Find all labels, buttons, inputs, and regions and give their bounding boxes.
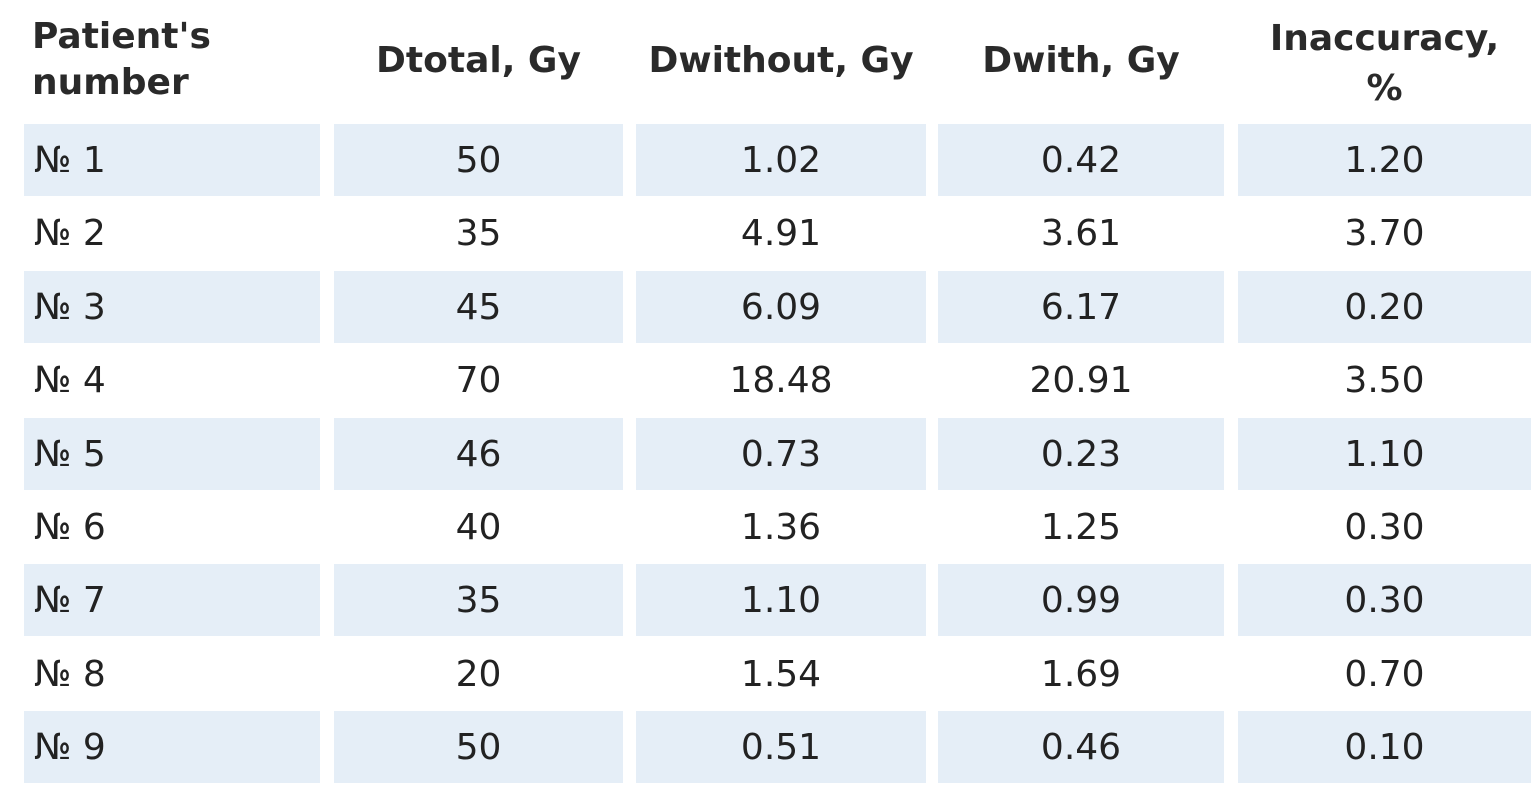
cell-inaccuracy: 0.20: [1238, 270, 1531, 343]
cell-dtotal: 50: [334, 711, 623, 784]
cell-dtotal: 40: [455, 506, 502, 548]
header-dwith: Dwith, Gy: [982, 40, 1180, 81]
cell-dtotal: 45: [334, 270, 623, 343]
table-row: № 9 50 0.51 0.46 0.10: [24, 711, 1531, 784]
cell-patient: № 5: [24, 417, 320, 490]
cell-inaccuracy: 3.70: [1344, 213, 1425, 255]
table-row: № 1 50 1.02 0.42 1.20: [24, 124, 1531, 197]
table-row: № 7 35 1.10 0.99 0.30: [24, 564, 1531, 637]
cell-patient: № 4: [34, 360, 106, 402]
cell-dwithout: 6.09: [636, 270, 926, 343]
cell-patient: № 6: [34, 506, 106, 548]
cell-inaccuracy: 0.10: [1238, 711, 1531, 784]
cell-dtotal: 70: [455, 360, 502, 402]
cell-dtotal: 35: [334, 564, 623, 637]
cell-inaccuracy: 0.30: [1344, 506, 1425, 548]
cell-dwith: 1.25: [1040, 506, 1122, 548]
cell-inaccuracy: 3.50: [1344, 360, 1425, 402]
header-dwithout: Dwithout, Gy: [648, 40, 914, 81]
cell-dwithout: 1.36: [740, 506, 822, 548]
table-row: № 3 45 6.09 6.17 0.20: [24, 270, 1531, 344]
table-row: № 5 46 0.73 0.23 1.10: [24, 417, 1531, 491]
cell-dtotal: 35: [455, 213, 502, 255]
cell-dtotal: 46: [334, 417, 623, 490]
table-row: № 6 40 1.36 1.25 0.30: [24, 491, 1531, 564]
header-inaccuracy: Inaccuracy, %: [1269, 18, 1500, 109]
cell-dwith: 20.91: [1029, 360, 1133, 402]
cell-dwithout: 1.54: [740, 653, 822, 695]
table-row: № 8 20 1.54 1.69 0.70: [24, 638, 1531, 711]
cell-inaccuracy: 1.10: [1238, 417, 1531, 490]
header-patient-number: Patient's number: [32, 16, 211, 103]
cell-inaccuracy: 0.70: [1344, 653, 1425, 695]
cell-dwith: 0.23: [938, 417, 1224, 490]
cell-dwithout: 0.51: [636, 711, 926, 784]
table-row: № 4 70 18.48 20.91 3.50: [24, 344, 1531, 417]
cell-dwithout: 18.48: [729, 360, 833, 402]
cell-dwithout: 4.91: [740, 213, 822, 255]
cell-dwith: 3.61: [1040, 213, 1122, 255]
cell-patient: № 2: [34, 213, 106, 255]
table-header: Patient's number Dtotal, Gy Dwithout, Gy…: [24, 0, 1531, 124]
cell-inaccuracy: 1.20: [1238, 124, 1531, 196]
cell-dwith: 1.69: [1040, 653, 1122, 695]
cell-dtotal: 50: [334, 124, 623, 196]
cell-dwith: 0.46: [938, 711, 1224, 784]
dose-table: Patient's number Dtotal, Gy Dwithout, Gy…: [24, 0, 1531, 785]
cell-patient: № 8: [34, 653, 106, 695]
cell-dwith: 6.17: [938, 270, 1224, 343]
cell-patient: № 7: [24, 564, 320, 637]
cell-dtotal: 20: [455, 653, 502, 695]
cell-patient: № 1: [24, 124, 320, 196]
cell-dwith: 0.42: [938, 124, 1224, 196]
cell-inaccuracy: 0.30: [1238, 564, 1531, 637]
header-dtotal: Dtotal, Gy: [376, 40, 581, 81]
cell-dwithout: 1.02: [636, 124, 926, 196]
cell-dwithout: 0.73: [636, 417, 926, 490]
cell-patient: № 3: [24, 270, 320, 343]
cell-dwith: 0.99: [938, 564, 1224, 637]
table-row: № 2 35 4.91 3.61 3.70: [24, 197, 1531, 270]
cell-dwithout: 1.10: [636, 564, 926, 637]
cell-patient: № 9: [24, 711, 320, 784]
